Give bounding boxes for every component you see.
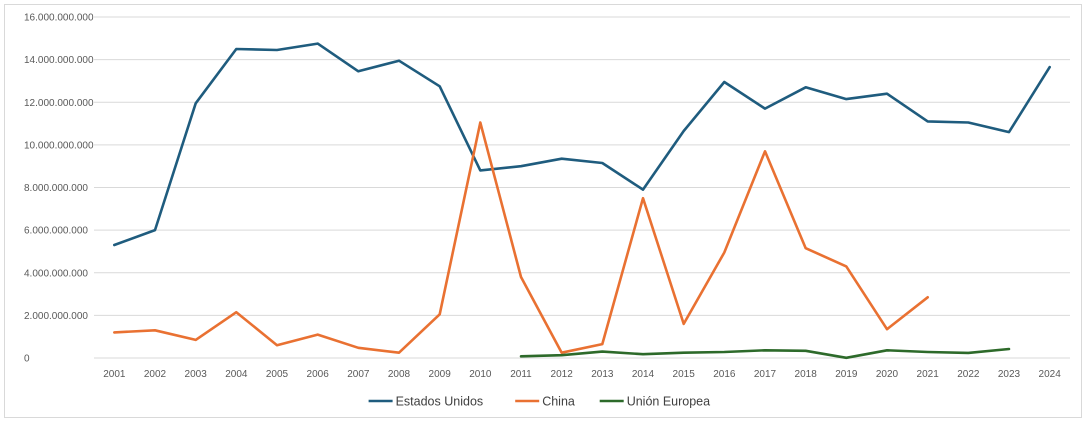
x-tick-label: 2022 bbox=[957, 369, 980, 380]
x-tick-label: 2006 bbox=[307, 369, 330, 380]
y-tick-label: 14.000.000.000 bbox=[24, 55, 94, 66]
x-tick-label: 2017 bbox=[754, 369, 777, 380]
x-tick-label: 2008 bbox=[388, 369, 411, 380]
x-tick-label: 2019 bbox=[835, 369, 858, 380]
x-tick-label: 2013 bbox=[591, 369, 614, 380]
y-tick-label: 4.000.000.000 bbox=[24, 268, 88, 279]
x-tick-label: 2003 bbox=[185, 369, 208, 380]
y-tick-label: 16.000.000.000 bbox=[24, 13, 94, 24]
x-tick-label: 2016 bbox=[713, 369, 736, 380]
x-tick-label: 2009 bbox=[429, 369, 452, 380]
y-tick-label: 2.000.000.000 bbox=[24, 311, 88, 322]
series-line-2 bbox=[519, 347, 1011, 360]
x-tick-label: 2010 bbox=[469, 369, 492, 380]
x-tick-label: 2015 bbox=[673, 369, 696, 380]
y-tick-label: 8.000.000.000 bbox=[24, 183, 88, 194]
x-tick-label: 2021 bbox=[917, 369, 940, 380]
x-tick-label: 2012 bbox=[551, 369, 574, 380]
series-line-0 bbox=[113, 42, 1051, 247]
y-tick-label: 10.000.000.000 bbox=[24, 140, 94, 151]
x-tick-label: 2024 bbox=[1039, 369, 1062, 380]
x-tick-label: 2002 bbox=[144, 369, 167, 380]
series-line-1 bbox=[113, 121, 929, 354]
x-tick-label: 2018 bbox=[795, 369, 818, 380]
x-tick-label: 2023 bbox=[998, 369, 1021, 380]
x-tick-label: 2014 bbox=[632, 369, 655, 380]
y-tick-label: 12.000.000.000 bbox=[24, 98, 94, 109]
x-tick-label: 2007 bbox=[347, 369, 370, 380]
legend-label: China bbox=[542, 395, 575, 409]
x-tick-label: 2004 bbox=[225, 369, 248, 380]
y-tick-label: 6.000.000.000 bbox=[24, 226, 88, 237]
y-tick-label: 0 bbox=[24, 354, 30, 365]
x-tick-label: 2020 bbox=[876, 369, 899, 380]
x-tick-label: 2011 bbox=[510, 369, 532, 380]
x-tick-label: 2001 bbox=[103, 369, 126, 380]
legend-label: Unión Europea bbox=[627, 395, 710, 409]
chart-frame bbox=[4, 4, 1082, 418]
legend-label: Estados Unidos bbox=[396, 395, 484, 409]
x-tick-label: 2005 bbox=[266, 369, 289, 380]
